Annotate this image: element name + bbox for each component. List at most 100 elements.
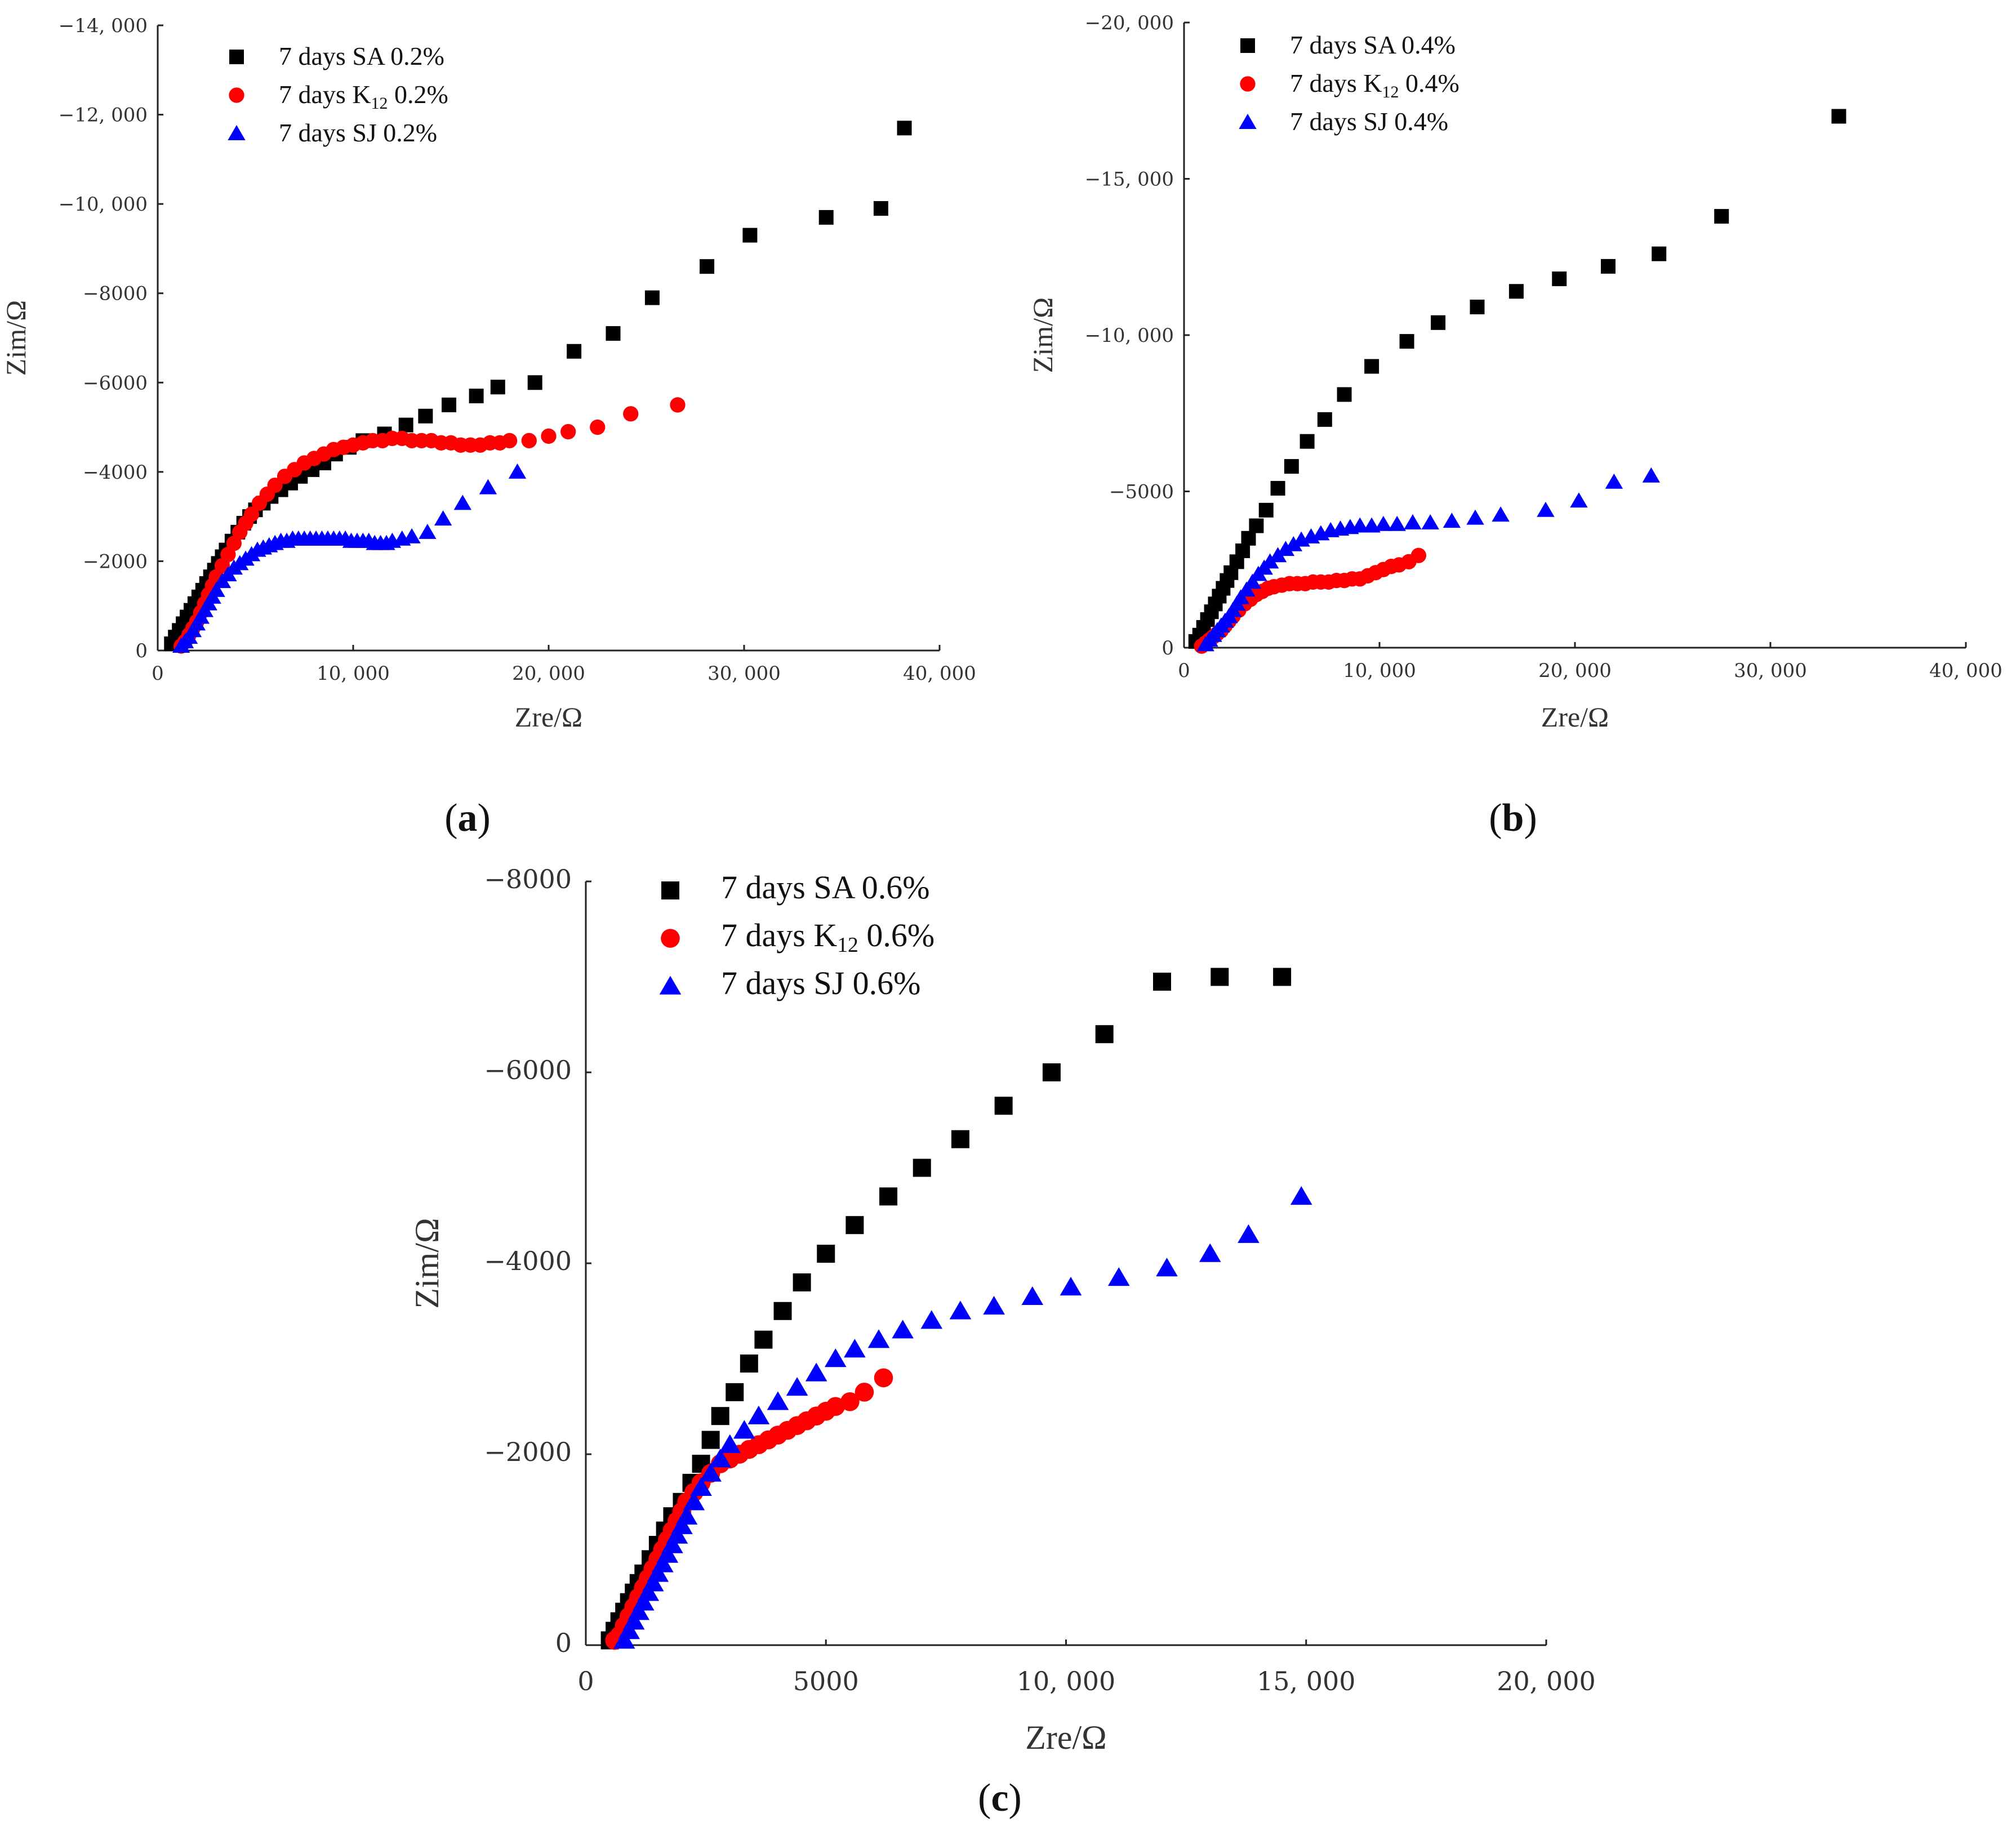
data-point-SA xyxy=(994,1097,1013,1115)
data-point-SJ xyxy=(618,1620,640,1640)
y-tick-label: 0 xyxy=(1161,637,1174,660)
data-point-SJ xyxy=(1404,514,1422,529)
data-point-SA xyxy=(1831,109,1846,124)
data-point-SJ xyxy=(434,510,452,526)
legend: 7 days SA 0.2% 7 days K12 0.2% 7 days SJ 0… xyxy=(228,42,448,147)
data-point-SA xyxy=(1211,968,1229,986)
panel-label-c: (c) xyxy=(978,1776,1022,1820)
x-tick-label: 0 xyxy=(577,1666,594,1696)
data-point-SJ xyxy=(637,1582,660,1601)
data-point-SA xyxy=(897,121,912,136)
data-point-SA xyxy=(644,290,660,305)
data-point-SJ xyxy=(892,1320,914,1339)
data-point-SJ xyxy=(683,1491,705,1511)
legend: 7 days SA 0.4% 7 days K12 0.4% 7 days SJ 0… xyxy=(1239,30,1459,136)
data-point-SA xyxy=(527,375,542,390)
data-point-SA xyxy=(1042,1063,1061,1081)
data-point-SJ xyxy=(1107,1267,1130,1286)
data-point-SA xyxy=(701,1431,720,1449)
data-point-SA xyxy=(418,408,433,424)
data-point-SA xyxy=(726,1383,744,1401)
x-axis-label: Zre/Ω xyxy=(515,701,582,733)
data-point-SJ xyxy=(656,1544,679,1563)
data-point-SJ xyxy=(805,1362,827,1382)
panel-label-open: ( xyxy=(444,796,457,840)
y-tick-label: −2000 xyxy=(83,550,148,573)
data-point-K12 xyxy=(874,1368,893,1388)
data-point-K12 xyxy=(521,433,537,449)
legend-marker-K12 xyxy=(229,87,244,103)
data-point-SA xyxy=(490,380,505,395)
y-axis-label: Zim/Ω xyxy=(0,300,32,376)
data-point-K12 xyxy=(541,428,557,444)
data-point-SJ xyxy=(671,1515,693,1534)
data-point-SJ xyxy=(700,1463,722,1482)
data-point-SJ xyxy=(675,1505,698,1525)
data-point-SA xyxy=(817,1245,835,1263)
data-point-SJ xyxy=(949,1300,972,1320)
data-point-SA xyxy=(1714,209,1729,224)
series-SJ xyxy=(613,1186,1312,1649)
data-point-SJ xyxy=(642,1572,664,1592)
data-point-SJ xyxy=(1421,514,1439,529)
data-point-SA xyxy=(1153,972,1171,991)
data-point-SJ xyxy=(508,463,527,479)
data-point-SJ xyxy=(1351,517,1369,533)
y-tick-label: −14, 000 xyxy=(59,15,148,37)
data-point-SJ xyxy=(479,479,497,494)
data-point-SJ xyxy=(1060,1276,1082,1296)
data-point-SA xyxy=(1300,434,1315,449)
y-tick-label: −10, 000 xyxy=(1085,324,1174,347)
y-tick-label: −8000 xyxy=(484,864,572,894)
data-point-K12 xyxy=(840,1392,860,1411)
panel-label-close: ) xyxy=(1524,796,1537,840)
data-point-SA xyxy=(442,397,457,412)
data-point-SA xyxy=(1284,459,1299,474)
legend-subscript: 12 xyxy=(1382,83,1399,101)
y-axis-label: Zim/Ω xyxy=(408,1218,446,1308)
data-point-SJ xyxy=(1443,513,1461,528)
legend-label-K12: 7 days K12 0.4% xyxy=(1290,69,1459,101)
legend-text: 7 days K xyxy=(279,80,371,109)
legend-label-K12: 7 days K12 0.2% xyxy=(279,80,448,113)
data-point-SJ xyxy=(1238,1224,1260,1243)
x-axis-label: Zre/Ω xyxy=(1025,1719,1107,1756)
data-point-SA xyxy=(1652,246,1667,261)
series-SJ xyxy=(172,463,527,653)
data-point-SJ xyxy=(920,1310,943,1329)
chart-c: 0 5000 10, 000 15, 000 20, 000 0 −2000 −4000 −60… xyxy=(408,864,1596,1756)
y-tick-label: −5000 xyxy=(1109,481,1174,504)
x-tick-label: 20, 000 xyxy=(1497,1666,1596,1696)
data-point-SA xyxy=(773,1302,792,1320)
data-point-SA xyxy=(606,326,621,341)
x-tick-label: 10, 000 xyxy=(317,662,390,685)
legend-label-K12: 7 days K12 0.6% xyxy=(721,917,934,957)
x-tick-label: 30, 000 xyxy=(707,662,781,685)
data-point-SA xyxy=(740,1354,758,1373)
data-point-SJ xyxy=(622,1611,645,1630)
data-point-SA xyxy=(567,344,582,359)
data-point-SJ xyxy=(647,1563,669,1582)
panel-label-open: ( xyxy=(978,1776,991,1820)
data-point-SJ xyxy=(453,494,472,510)
data-point-SJ xyxy=(719,1434,741,1453)
legend-marker-SA xyxy=(1240,38,1255,53)
data-point-SA xyxy=(1552,271,1567,287)
data-point-SJ xyxy=(1290,1186,1312,1205)
y-tick-label: −15, 000 xyxy=(1085,168,1174,191)
legend-marker-SJ xyxy=(1239,114,1257,129)
y-tick-label: −2000 xyxy=(484,1437,572,1467)
y-tick-label: −20, 000 xyxy=(1085,12,1174,34)
data-point-SA xyxy=(711,1407,729,1425)
data-point-SJ xyxy=(1642,467,1661,483)
data-point-SJ xyxy=(844,1339,866,1358)
x-tick-label: 20, 000 xyxy=(512,662,585,685)
legend-label-SA: 7 days SA 0.6% xyxy=(721,869,930,906)
data-point-SJ xyxy=(632,1592,655,1611)
legend-label-SJ: 7 days SJ 0.6% xyxy=(721,965,920,1001)
y-tick-label: −6000 xyxy=(484,1055,572,1085)
y-tick-label: −6000 xyxy=(83,372,148,394)
data-point-SA xyxy=(398,417,413,433)
data-point-SJ xyxy=(747,1405,770,1424)
